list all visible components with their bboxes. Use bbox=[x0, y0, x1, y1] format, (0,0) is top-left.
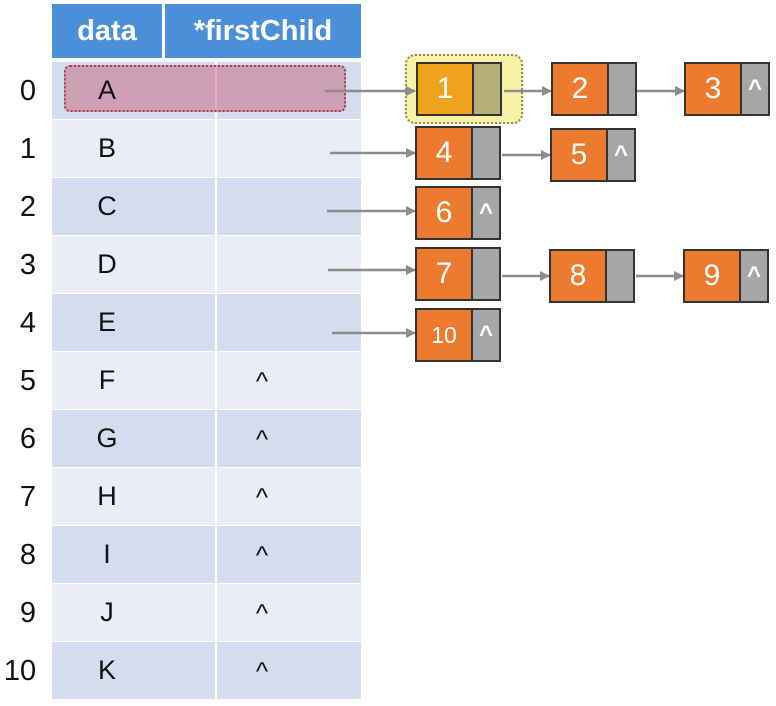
row-first-child-value: ^ bbox=[255, 366, 269, 396]
child-node: 3 ^ bbox=[684, 62, 770, 116]
data-column-header: data bbox=[52, 4, 162, 58]
node-next bbox=[474, 62, 502, 116]
node-next: ^ bbox=[741, 249, 769, 303]
table-row bbox=[52, 178, 361, 235]
row-data-value: F bbox=[98, 365, 116, 395]
node-next bbox=[607, 249, 635, 303]
node-next bbox=[473, 247, 501, 301]
node-data: 9 bbox=[683, 249, 741, 303]
table-row bbox=[52, 352, 361, 409]
row-index: 4 bbox=[19, 307, 37, 339]
node-data: 7 bbox=[415, 247, 473, 301]
child-node: 4 bbox=[415, 126, 501, 180]
node-data: 10 bbox=[415, 308, 473, 362]
child-node: 7 bbox=[415, 247, 501, 301]
row-index: 1 bbox=[19, 133, 37, 165]
row-index: 0 bbox=[19, 75, 37, 107]
row-index: 5 bbox=[19, 365, 37, 397]
row-index: 8 bbox=[19, 539, 37, 571]
row-index: 7 bbox=[19, 481, 37, 513]
table-row bbox=[52, 584, 361, 641]
row-index: 6 bbox=[19, 423, 37, 455]
row-index: 9 bbox=[19, 597, 37, 629]
node-data: 4 bbox=[415, 126, 473, 180]
node-data: 3 bbox=[684, 62, 742, 116]
row-data-value: K bbox=[97, 655, 116, 685]
child-node: 2 bbox=[551, 62, 637, 116]
node-data: 1 bbox=[416, 62, 474, 116]
row-data-value: C bbox=[97, 191, 117, 221]
table-row bbox=[52, 294, 361, 351]
row-index: 3 bbox=[19, 249, 37, 281]
table-row bbox=[52, 642, 361, 699]
row-first-child-value: ^ bbox=[255, 424, 269, 454]
row-index: 2 bbox=[19, 191, 37, 223]
node-data: 8 bbox=[549, 249, 607, 303]
row-first-child-value: ^ bbox=[255, 598, 269, 628]
child-node: 9 ^ bbox=[683, 249, 769, 303]
row-data-value: D bbox=[97, 249, 117, 279]
table-row bbox=[52, 526, 361, 583]
row-data-value: B bbox=[97, 133, 116, 163]
node-next: ^ bbox=[742, 62, 770, 116]
node-data: 5 bbox=[550, 128, 608, 182]
row-index: 10 bbox=[3, 655, 37, 687]
highlighted-row-marker bbox=[64, 65, 346, 112]
child-node: 5 ^ bbox=[550, 128, 636, 182]
first-child-column-header: *firstChild bbox=[165, 4, 361, 58]
node-next: ^ bbox=[473, 308, 501, 362]
node-data: 6 bbox=[415, 186, 473, 240]
child-node: 1 bbox=[416, 62, 502, 116]
node-data: 2 bbox=[551, 62, 609, 116]
table-row bbox=[52, 120, 361, 177]
table-row bbox=[52, 236, 361, 293]
row-data-value: E bbox=[97, 307, 116, 337]
child-node: 8 bbox=[549, 249, 635, 303]
node-next: ^ bbox=[608, 128, 636, 182]
row-data-value: I bbox=[103, 539, 111, 569]
child-node: 6 ^ bbox=[415, 186, 501, 240]
row-data-value: G bbox=[96, 423, 118, 453]
table-row bbox=[52, 410, 361, 467]
child-node: 10 ^ bbox=[415, 308, 501, 362]
row-data-value: J bbox=[100, 597, 114, 627]
row-data-value: A bbox=[97, 75, 116, 105]
node-next bbox=[609, 62, 637, 116]
node-next bbox=[473, 126, 501, 180]
row-first-child-value: ^ bbox=[255, 656, 269, 686]
node-next: ^ bbox=[473, 186, 501, 240]
row-data-value: H bbox=[97, 481, 117, 511]
row-first-child-value: ^ bbox=[255, 540, 269, 570]
table-row bbox=[52, 468, 361, 525]
row-first-child-value: ^ bbox=[255, 482, 269, 512]
